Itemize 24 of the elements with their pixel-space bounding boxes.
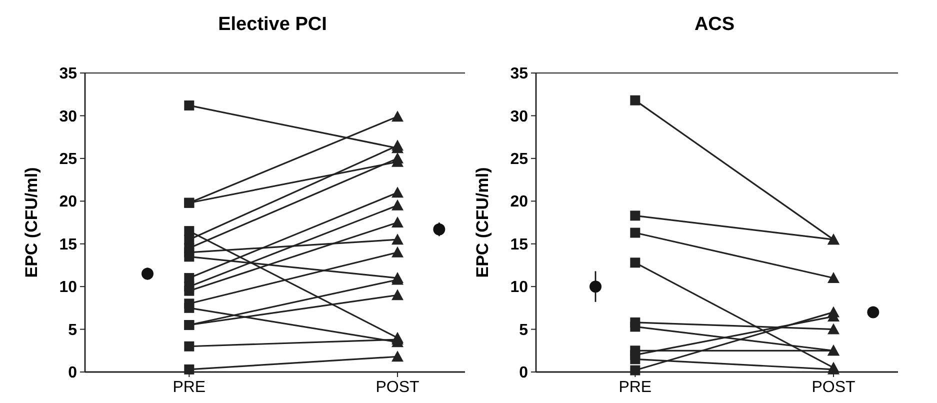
y-axis-title: EPC (CFU/ml) [22,167,41,278]
y-axis-title: EPC (CFU/ml) [473,167,492,278]
y-tick-label: 10 [59,279,78,296]
x-tick-label: POST [376,379,420,396]
y-tick-label: 5 [68,322,78,339]
y-tick-label: 20 [510,194,528,211]
y-tick-label: 30 [59,108,78,126]
y-tick-label: 10 [510,279,528,296]
y-tick-label: 15 [510,236,528,254]
y-tick-label: 35 [510,66,528,83]
y-tick-label: 25 [510,151,528,168]
chart-title: Elective PCI [218,14,327,35]
y-tick-label: 30 [510,108,528,126]
y-tick-label: 0 [68,364,78,382]
y-tick-label: 20 [59,194,78,211]
y-tick-label: 5 [519,322,528,339]
y-tick-label: 25 [59,151,78,168]
y-tick-label: 0 [519,364,528,382]
y-tick-label: 35 [59,66,78,83]
x-tick-label: POST [812,379,856,396]
chart-title: ACS [694,14,735,35]
x-tick-label: PRE [172,379,206,396]
y-tick-label: 15 [59,236,78,254]
x-tick-label: PRE [618,379,652,396]
